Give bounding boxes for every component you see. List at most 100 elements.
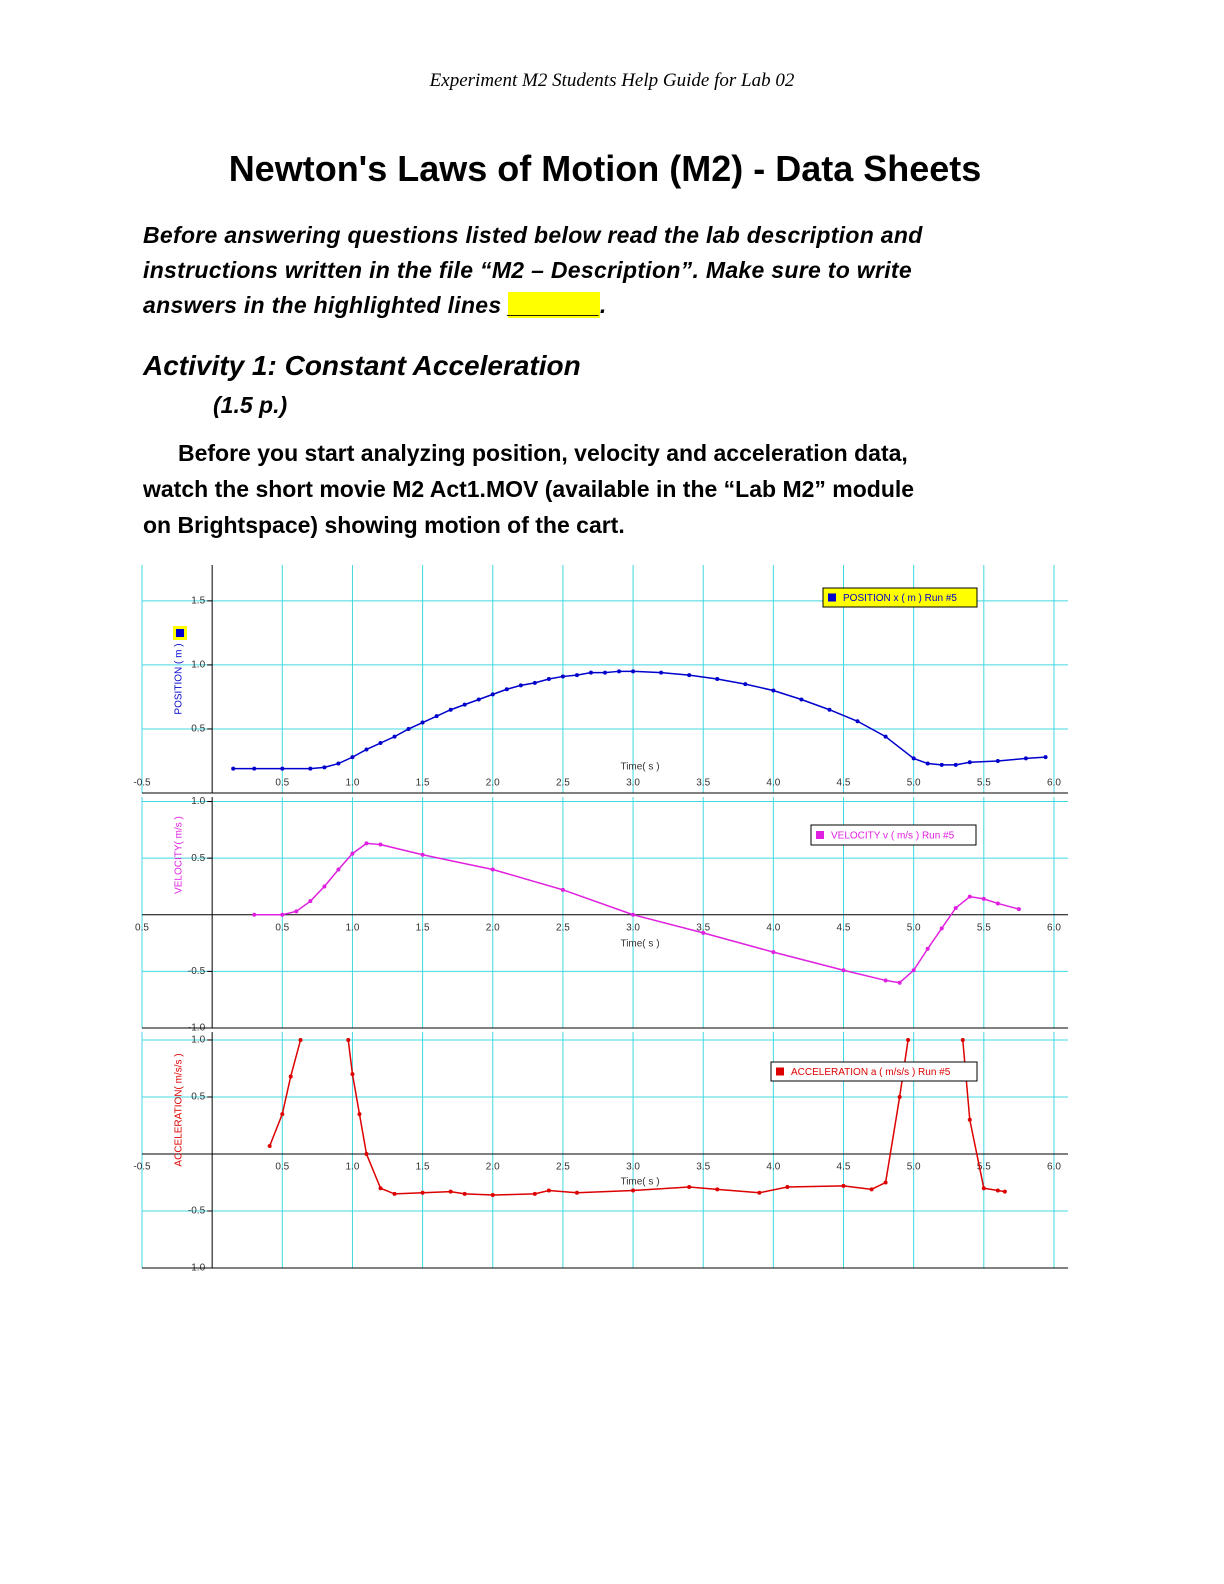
y-axis-label: VELOCITY( m/s ) <box>174 816 185 894</box>
y-tick-label: 0.5 <box>191 853 205 864</box>
data-point <box>869 1187 874 1192</box>
data-point <box>799 697 804 702</box>
data-point <box>939 762 944 767</box>
data-point <box>1023 756 1028 761</box>
data-point <box>715 677 720 681</box>
data-point <box>504 687 509 692</box>
y-tick-label: 1.5 <box>191 596 205 607</box>
plot-area <box>252 841 1021 985</box>
activity-points: (1.5 p.) <box>213 392 288 418</box>
data-point <box>995 1188 1000 1193</box>
x-tick-label: -0.5 <box>133 778 151 789</box>
data-point <box>308 899 313 904</box>
intro-end: . <box>599 292 607 318</box>
data-point <box>322 765 327 770</box>
data-point <box>771 950 776 955</box>
data-point <box>288 1074 293 1079</box>
data-point <box>406 726 411 731</box>
paragraph-line: Before you start analyzing position, vel… <box>178 440 908 466</box>
x-tick-label: 1.0 <box>346 1162 360 1173</box>
data-point <box>906 1037 911 1042</box>
x-tick-label: 3.0 <box>626 922 640 933</box>
intro-line: answers in the highlighted lines _______… <box>143 292 607 319</box>
data-point <box>883 978 888 983</box>
data-point <box>364 1151 369 1156</box>
data-point <box>967 1117 972 1122</box>
data-point <box>462 1191 467 1196</box>
data-point <box>925 946 930 951</box>
data-point <box>574 673 579 678</box>
x-tick-label: 2.0 <box>486 1162 500 1173</box>
x-tick-label: 3.5 <box>696 778 710 789</box>
data-point <box>462 702 467 707</box>
x-tick-label: 5.5 <box>977 922 991 933</box>
x-tick-label: 1.5 <box>416 778 430 789</box>
series-icon <box>176 629 184 637</box>
running-header: Experiment M2 Students Help Guide for La… <box>429 70 795 91</box>
x-axis-label: Time( s ) <box>620 1177 659 1188</box>
x-tick-label: 4.5 <box>837 922 851 933</box>
y-tick-label: 1.0 <box>191 660 205 671</box>
data-point <box>560 674 565 679</box>
legend-label: VELOCITY v ( m/s ) Run #5 <box>831 831 955 842</box>
y-tick-label: -0.5 <box>188 966 206 977</box>
data-point <box>953 762 958 767</box>
data-point <box>392 1191 397 1196</box>
data-point <box>841 968 846 973</box>
legend-label: ACCELERATION a ( m/s/s ) Run #5 <box>791 1067 951 1078</box>
y-tick-label: -0.5 <box>188 1206 206 1217</box>
data-point <box>560 887 565 892</box>
data-point <box>420 720 425 725</box>
x-tick-label: 0.5 <box>275 922 289 933</box>
data-point <box>448 1189 453 1194</box>
y-axis-label: ACCELERATION( m/s/s ) <box>174 1053 185 1166</box>
data-point <box>420 852 425 857</box>
intro-text: answers in the highlighted lines <box>143 292 502 318</box>
data-point <box>231 766 236 771</box>
y-axis-label: POSITION ( m ) <box>174 643 185 714</box>
x-tick-label: 2.5 <box>556 778 570 789</box>
data-point <box>687 673 692 678</box>
x-tick-label: 0.5 <box>275 778 289 789</box>
data-point <box>939 926 944 931</box>
data-point <box>546 677 551 681</box>
data-point <box>490 1193 495 1198</box>
data-point <box>827 707 832 712</box>
legend-swatch <box>816 831 824 839</box>
data-point <box>476 697 481 702</box>
series-line <box>254 842 1020 984</box>
x-tick-label: 2.0 <box>486 778 500 789</box>
data-point <box>883 1180 888 1185</box>
data-point <box>490 692 495 697</box>
data-point <box>687 1185 692 1190</box>
data-point <box>518 683 523 688</box>
data-point <box>617 669 622 674</box>
data-point <box>308 766 313 771</box>
data-point <box>574 1190 579 1195</box>
data-point <box>757 1190 762 1195</box>
data-point <box>350 851 355 856</box>
x-tick-label: 0.5 <box>135 922 149 933</box>
data-point <box>336 867 341 872</box>
x-tick-label: 4.5 <box>837 1162 851 1173</box>
data-point <box>883 734 888 739</box>
x-tick-label: 1.0 <box>346 922 360 933</box>
y-tick-label: 1.0 <box>191 796 205 807</box>
x-tick-label: 6.0 <box>1047 1162 1061 1173</box>
data-point <box>715 1187 720 1192</box>
data-point <box>267 1144 272 1149</box>
y-tick-label: 0.5 <box>191 1092 205 1103</box>
data-point <box>532 1191 537 1196</box>
data-point <box>981 1186 986 1191</box>
data-point <box>911 968 916 973</box>
data-point <box>448 707 453 712</box>
data-point <box>490 867 495 872</box>
data-point <box>1002 1189 1007 1194</box>
page-title: Newton's Laws of Motion (M2) - Data Shee… <box>228 148 982 189</box>
data-point <box>897 980 902 985</box>
data-point <box>364 841 369 846</box>
data-point <box>603 670 607 675</box>
paragraph-line: watch the short movie M2 Act1.MOV (avail… <box>143 476 915 502</box>
data-point <box>659 670 664 675</box>
